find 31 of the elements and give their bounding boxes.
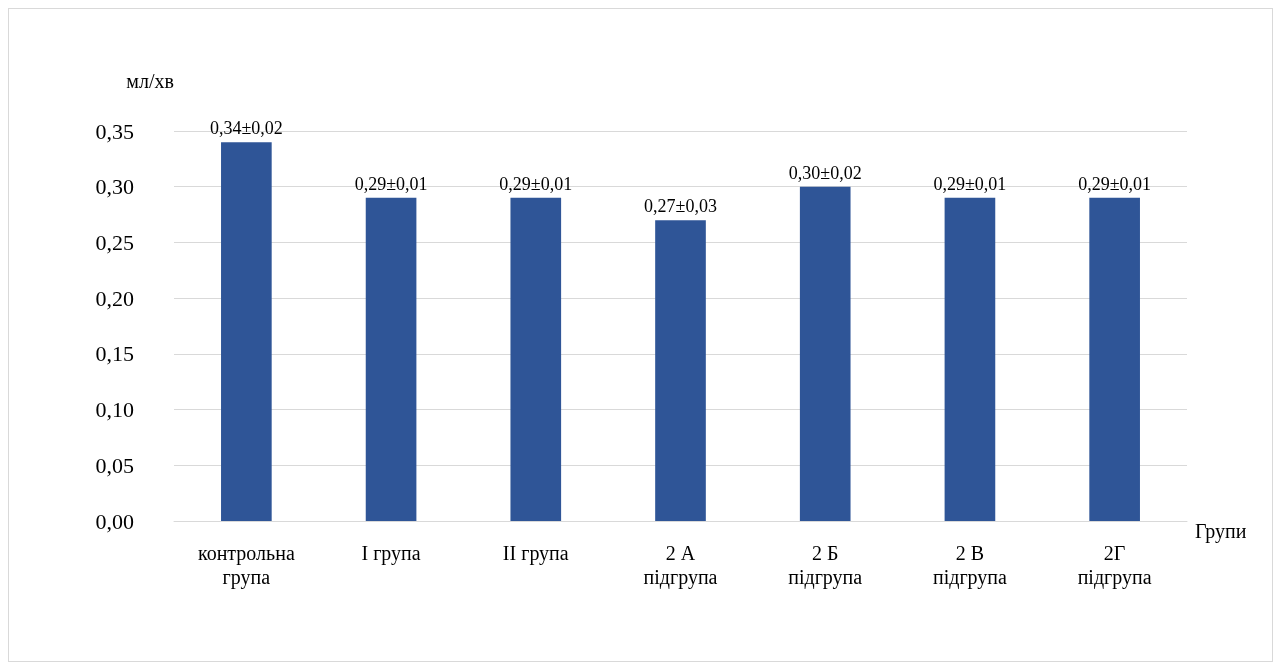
data-label: 0,29±0,01 — [933, 173, 1007, 194]
y-tick-label: 0,00 — [95, 508, 134, 534]
y-tick-label: 0,30 — [95, 174, 134, 200]
bar — [510, 197, 562, 521]
x-tick-label: II група — [502, 542, 569, 565]
x-tick-label: 2 А підгрупа — [643, 542, 718, 589]
x-tick-label: 2 В підгрупа — [932, 542, 1008, 589]
data-label: 0,29±0,01 — [499, 173, 573, 194]
x-tick-label: 2Г підгрупа — [1077, 542, 1152, 589]
y-tick-label: 0,10 — [95, 397, 134, 423]
x-tick-label: контрольна група — [197, 542, 295, 589]
y-tick-label: 0,25 — [95, 229, 134, 255]
y-axis-title: мл/хв — [126, 70, 174, 92]
bar — [655, 220, 706, 521]
bar — [365, 197, 417, 521]
bar — [221, 142, 272, 521]
data-label: 0,30±0,02 — [788, 162, 862, 183]
bar — [799, 186, 851, 521]
bar — [1089, 197, 1140, 521]
x-tick-label: I група — [361, 542, 421, 565]
x-tick-label: 2 Б підгрупа — [788, 542, 863, 589]
data-label: 0,34±0,02 — [209, 118, 283, 139]
y-tick-label: 0,35 — [95, 118, 134, 144]
y-tick-label: 0,05 — [95, 452, 134, 478]
data-label: 0,29±0,01 — [1078, 173, 1152, 194]
bar — [944, 197, 996, 521]
data-label: 0,29±0,01 — [354, 173, 428, 194]
x-axis-title: Групи — [1195, 520, 1247, 543]
y-tick-label: 0,20 — [95, 285, 134, 311]
data-label: 0,27±0,03 — [644, 196, 717, 217]
y-tick-label: 0,15 — [95, 341, 134, 367]
